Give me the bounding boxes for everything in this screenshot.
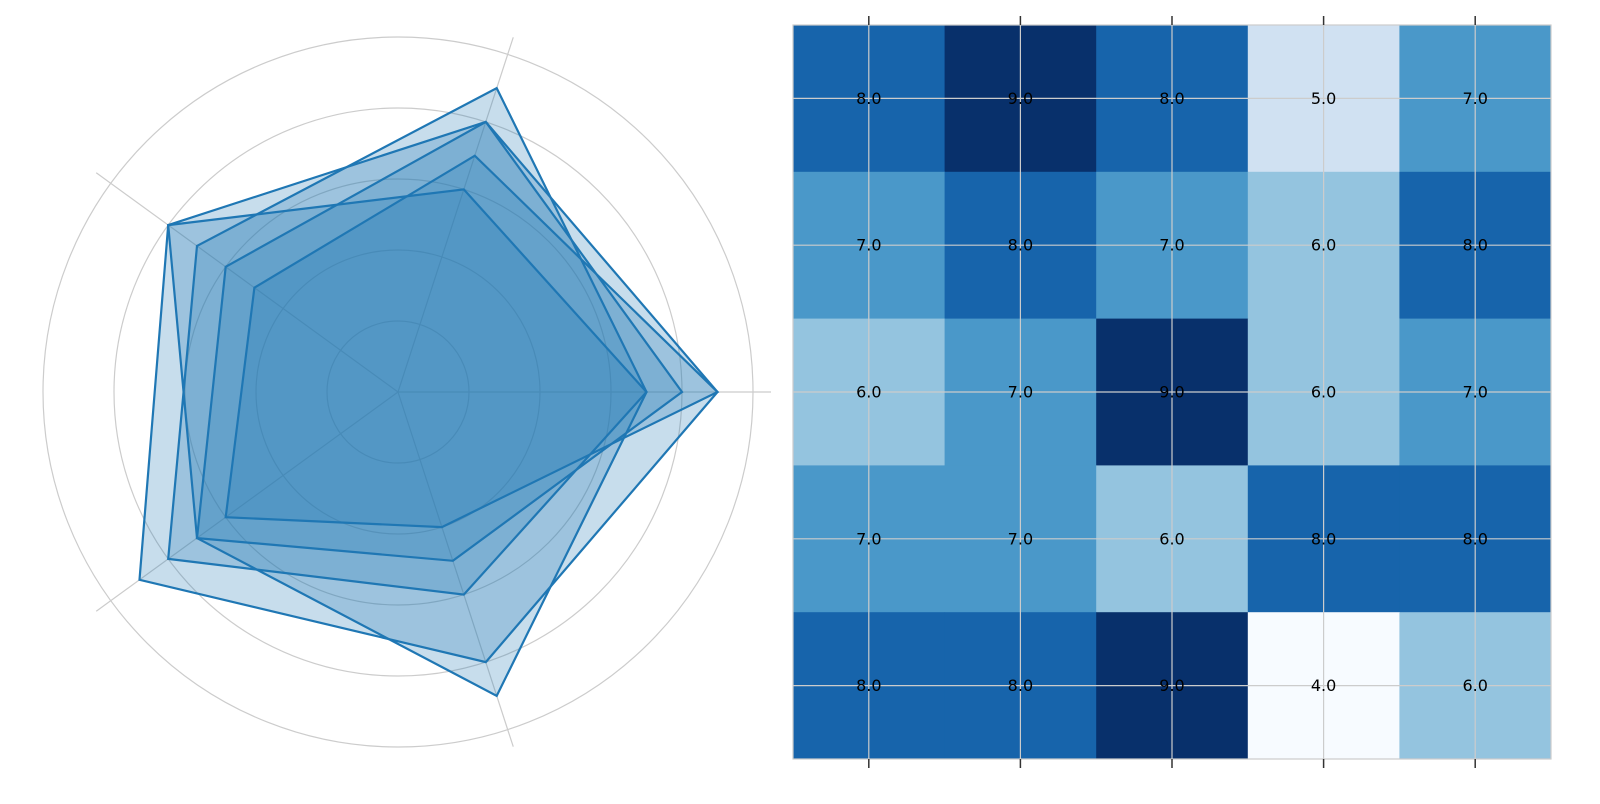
heatmap-value-label: 9.0 xyxy=(1008,89,1033,108)
heatmap-value-label: 6.0 xyxy=(856,383,881,402)
heatmap-value-label: 8.0 xyxy=(1008,676,1033,695)
radar-spoke-5 xyxy=(397,391,514,747)
heatmap-value-label: 7.0 xyxy=(1008,383,1033,402)
heatmap-chart: 8.0 9.0 8.0 5.0 7.0 7.0 8.0 7.0 6.0 8.0 6.0 7.0 9.0 6… xyxy=(792,16,1552,768)
heatmap-cell-labels: 8.0 9.0 8.0 5.0 7.0 7.0 8.0 7.0 6.0 8.0 6.0 7.0 9.0 6… xyxy=(856,89,1488,695)
heatmap-value-label: 7.0 xyxy=(856,236,881,255)
heatmap-value-label: 7.0 xyxy=(1462,89,1487,108)
radar-series-2 xyxy=(195,120,684,562)
heatmap-value-label: 9.0 xyxy=(1159,383,1184,402)
heatmap-value-label: 8.0 xyxy=(1462,529,1487,548)
heatmap-ticks xyxy=(868,16,1476,768)
heatmap-value-label: 6.0 xyxy=(1311,236,1336,255)
radar-series-5 xyxy=(167,188,648,698)
heatmap-value-label: 8.0 xyxy=(1008,236,1033,255)
radar-series-4 xyxy=(138,120,719,664)
heatmap-value-label: 8.0 xyxy=(1159,89,1184,108)
radar-series-1 xyxy=(224,154,720,529)
heatmap-value-label: 7.0 xyxy=(1159,236,1184,255)
radar-series-group xyxy=(138,86,720,698)
heatmap-value-label: 6.0 xyxy=(1462,676,1487,695)
heatmap-value-label: 8.0 xyxy=(1311,529,1336,548)
heatmap-value-label: 8.0 xyxy=(856,89,881,108)
heatmap-value-label: 6.0 xyxy=(1311,383,1336,402)
heatmap-value-label: 4.0 xyxy=(1311,676,1336,695)
radar-chart xyxy=(42,36,771,748)
heatmap-value-label: 5.0 xyxy=(1311,89,1336,108)
radar-spoke-4 xyxy=(95,391,399,612)
heatmap-value-label: 8.0 xyxy=(856,676,881,695)
radar-series-3 xyxy=(167,86,648,596)
heatmap-value-label: 7.0 xyxy=(1462,383,1487,402)
radar-spoke-2 xyxy=(397,37,514,393)
heatmap-value-label: 7.0 xyxy=(856,529,881,548)
radar-spoke-3 xyxy=(95,172,399,393)
heatmap-value-label: 6.0 xyxy=(1159,529,1184,548)
heatmap-value-label: 9.0 xyxy=(1159,676,1184,695)
heatmap-value-label: 8.0 xyxy=(1462,236,1487,255)
heatmap-value-label: 7.0 xyxy=(1008,529,1033,548)
